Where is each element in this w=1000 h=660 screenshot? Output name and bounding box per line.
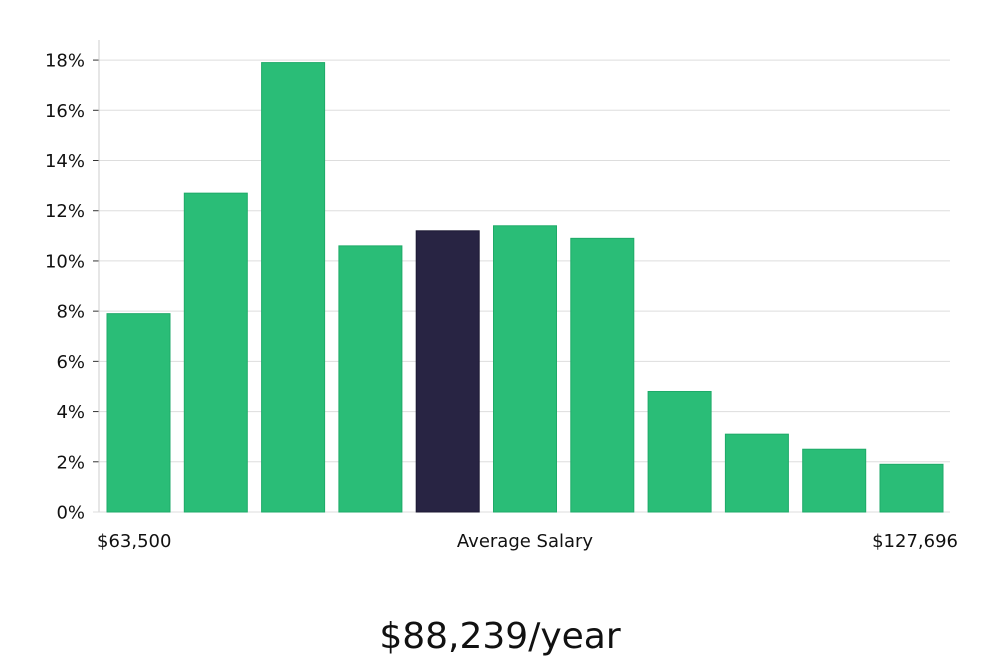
x-center-label: Average Salary: [457, 531, 594, 552]
y-tick-label: 2%: [56, 452, 85, 473]
bar-average: [415, 230, 480, 513]
bar: [879, 463, 944, 513]
bar: [493, 225, 557, 513]
bar: [106, 313, 171, 513]
y-tick-label: 6%: [56, 352, 85, 373]
bar: [647, 390, 712, 513]
y-tick-label: 10%: [45, 251, 85, 272]
y-tick-label: 16%: [45, 101, 85, 122]
y-tick-label: 14%: [45, 151, 85, 172]
y-tick-label: 4%: [56, 402, 85, 423]
y-tick-label: 8%: [56, 302, 85, 323]
bar: [570, 237, 635, 513]
x-max-label: $127,696: [872, 531, 958, 552]
y-tick-label: 12%: [45, 201, 85, 222]
bars: [106, 62, 944, 513]
bar: [724, 433, 789, 513]
bar: [183, 192, 248, 513]
y-tick-label: 18%: [45, 51, 85, 72]
bar: [338, 245, 403, 513]
y-tick-labels: 0% 2% 4% 6% 8% 10% 12% 14% 16% 18%: [45, 51, 85, 524]
bar: [802, 448, 867, 513]
y-tick-label: 0%: [56, 503, 85, 524]
x-min-label: $63,500: [97, 531, 171, 552]
bar: [261, 62, 326, 513]
average-salary-headline: $88,239/year: [379, 616, 621, 657]
